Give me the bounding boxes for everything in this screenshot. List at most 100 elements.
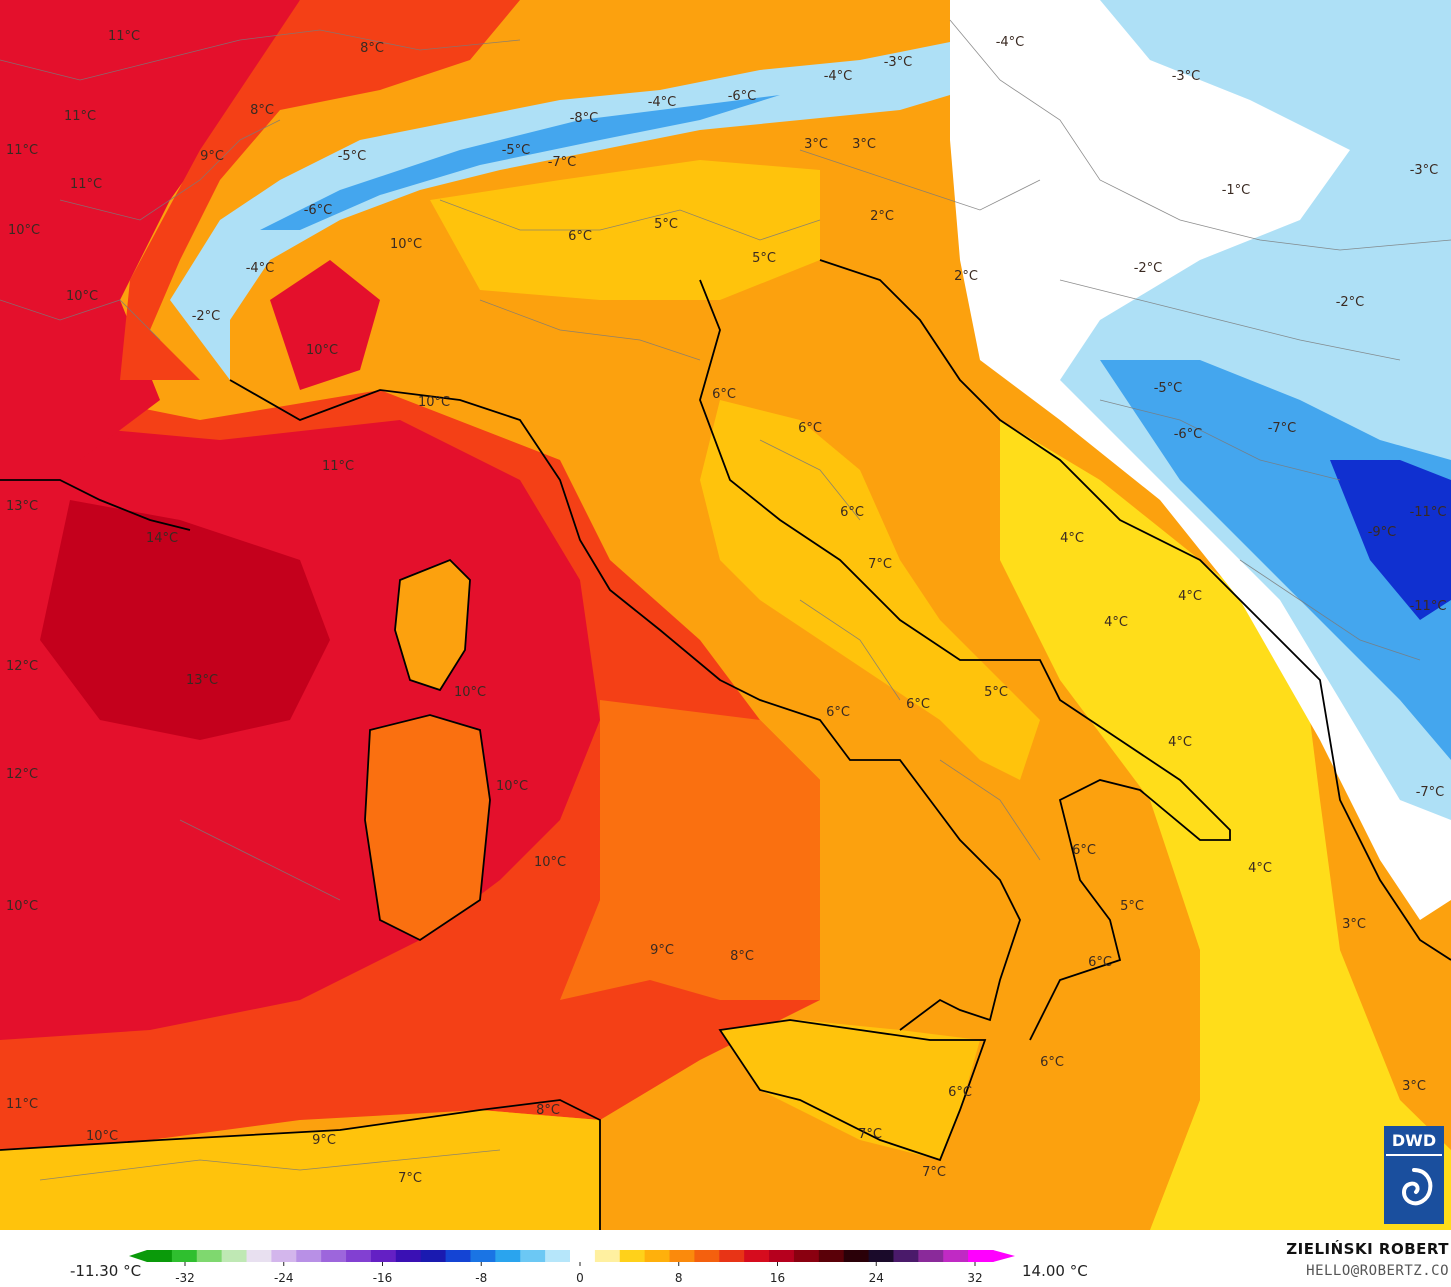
temperature-label: 10°C	[306, 343, 338, 358]
temperature-label: -7°C	[548, 155, 577, 170]
temperature-label: -5°C	[338, 149, 367, 164]
legend-footer: -11.30 °C -32 -24 -16 -8 0 8 16 24 32 14.00 °C Z…	[0, 1230, 1451, 1287]
temperature-labels: 11°C 8°C 11°C 11°C 9°C 8°C 11°C -5°C -6°C -5°C -7°…	[6, 29, 1446, 1186]
colorbar-cell	[893, 1250, 919, 1262]
temperature-label: 10°C	[8, 223, 40, 238]
temperature-label: -11°C	[1410, 505, 1447, 520]
colorbar-cell	[271, 1250, 297, 1262]
temperature-label: -6°C	[728, 89, 757, 104]
colorbar-cell	[321, 1250, 347, 1262]
colorbar-tick-label: 32	[967, 1271, 982, 1285]
temperature-label: 9°C	[200, 149, 224, 164]
colorbar-cell	[644, 1250, 671, 1262]
temperature-label: 9°C	[312, 1133, 336, 1148]
colorbar-cell	[570, 1250, 596, 1262]
balkans-deep-blue	[1330, 460, 1451, 620]
temperature-label: 3°C	[1342, 917, 1366, 932]
temperature-label: 10°C	[418, 395, 450, 410]
temperature-label: 6°C	[906, 697, 930, 712]
temperature-label: 5°C	[1120, 899, 1144, 914]
temperature-label: -3°C	[1172, 69, 1201, 84]
colorbar-cell	[545, 1250, 571, 1262]
po-valley	[430, 160, 820, 300]
temperature-label: 6°C	[1072, 843, 1096, 858]
temperature-label: 11°C	[64, 109, 96, 124]
colorbar-cell	[445, 1250, 472, 1262]
colorbar-cell	[370, 1250, 397, 1262]
temperature-label: -3°C	[1410, 163, 1439, 178]
colorbar-cell	[918, 1250, 944, 1262]
temperature-label: 3°C	[804, 137, 828, 152]
colorbar-tick-label: -8	[475, 1271, 487, 1285]
colorbar-cell	[868, 1250, 895, 1262]
temperature-label: -5°C	[502, 143, 531, 158]
colorbar-cell	[171, 1250, 198, 1262]
colorbar-cell	[719, 1250, 745, 1262]
max-value-label: 14.00 °C	[1022, 1262, 1088, 1280]
colorbar-cell	[943, 1250, 969, 1262]
colorbar-tick-label: 0	[576, 1271, 584, 1285]
colorbar-tick-label: -32	[175, 1271, 195, 1285]
temperature-label: 7°C	[398, 1171, 422, 1186]
temperature-label: 8°C	[730, 949, 754, 964]
france-orange	[120, 0, 520, 380]
colorbar-tick-label: 8	[675, 1271, 683, 1285]
colorbar-cell	[669, 1250, 696, 1262]
temperature-label: 8°C	[360, 41, 384, 56]
colorbar-max-arrow	[993, 1250, 1015, 1262]
temperature-label: 2°C	[954, 269, 978, 284]
temperature-label: 6°C	[568, 229, 592, 244]
temperature-label: 6°C	[948, 1085, 972, 1100]
temperature-label: 4°C	[1248, 861, 1272, 876]
temperature-label: 6°C	[1088, 955, 1112, 970]
temperature-label: 2°C	[870, 209, 894, 224]
temperature-label: 10°C	[86, 1129, 118, 1144]
colorbar-tick-label: 24	[869, 1271, 884, 1285]
temperature-label: 8°C	[536, 1103, 560, 1118]
dwd-logo-text: DWD	[1386, 1128, 1442, 1154]
colorbar-tick-label: -24	[274, 1271, 294, 1285]
author-name: ZIELIŃSKI ROBERT	[1286, 1240, 1449, 1258]
temperature-label: -5°C	[1154, 381, 1183, 396]
liguria-warm	[270, 260, 380, 390]
temperature-label: -4°C	[648, 95, 677, 110]
colorbar-min-arrow	[129, 1250, 147, 1262]
colorbar-ticks: -32 -24 -16 -8 0 8 16 24 32	[175, 1262, 983, 1285]
alps-blue-core	[260, 95, 780, 230]
colorbar-cell	[619, 1250, 646, 1262]
colorbar: -32 -24 -16 -8 0 8 16 24 32	[129, 1250, 1015, 1285]
temperature-label: 13°C	[186, 673, 218, 688]
dwd-logo: DWD	[1384, 1126, 1444, 1224]
author-email: HELLO@ROBERTZ.CO	[1306, 1263, 1449, 1279]
temperature-label: 10°C	[496, 779, 528, 794]
coastlines	[0, 259, 1451, 1230]
temperature-label: 7°C	[868, 557, 892, 572]
temperature-label: 8°C	[250, 103, 274, 118]
temperature-label: 6°C	[1040, 1055, 1064, 1070]
colorbar-cell	[843, 1250, 870, 1262]
colorbar-cell	[196, 1250, 223, 1262]
colorbar-cell	[495, 1250, 521, 1262]
temperature-label: 6°C	[798, 421, 822, 436]
colorbar-cell	[694, 1250, 720, 1262]
temperature-label: 6°C	[712, 387, 736, 402]
temperature-label: -7°C	[1416, 785, 1445, 800]
temperature-label: 12°C	[6, 767, 38, 782]
deep-red-sea-core	[40, 500, 330, 740]
temperature-label: 10°C	[454, 685, 486, 700]
temperature-label: 10°C	[534, 855, 566, 870]
temperature-label: 10°C	[390, 237, 422, 252]
temperature-label: 4°C	[1178, 589, 1202, 604]
temperature-label: -6°C	[304, 203, 333, 218]
temperature-label: -9°C	[1368, 525, 1397, 540]
tyrrhenian-orange	[560, 700, 820, 1000]
temperature-label: 4°C	[1168, 735, 1192, 750]
temperature-label: 6°C	[826, 705, 850, 720]
colorbar-tick-label: -16	[373, 1271, 393, 1285]
temperature-label: -3°C	[884, 55, 913, 70]
colorbar-cell	[793, 1250, 820, 1262]
temperature-label: 3°C	[852, 137, 876, 152]
colorbar-cells	[129, 1250, 1015, 1262]
temperature-label: 7°C	[922, 1165, 946, 1180]
temperature-label: 11°C	[6, 143, 38, 158]
